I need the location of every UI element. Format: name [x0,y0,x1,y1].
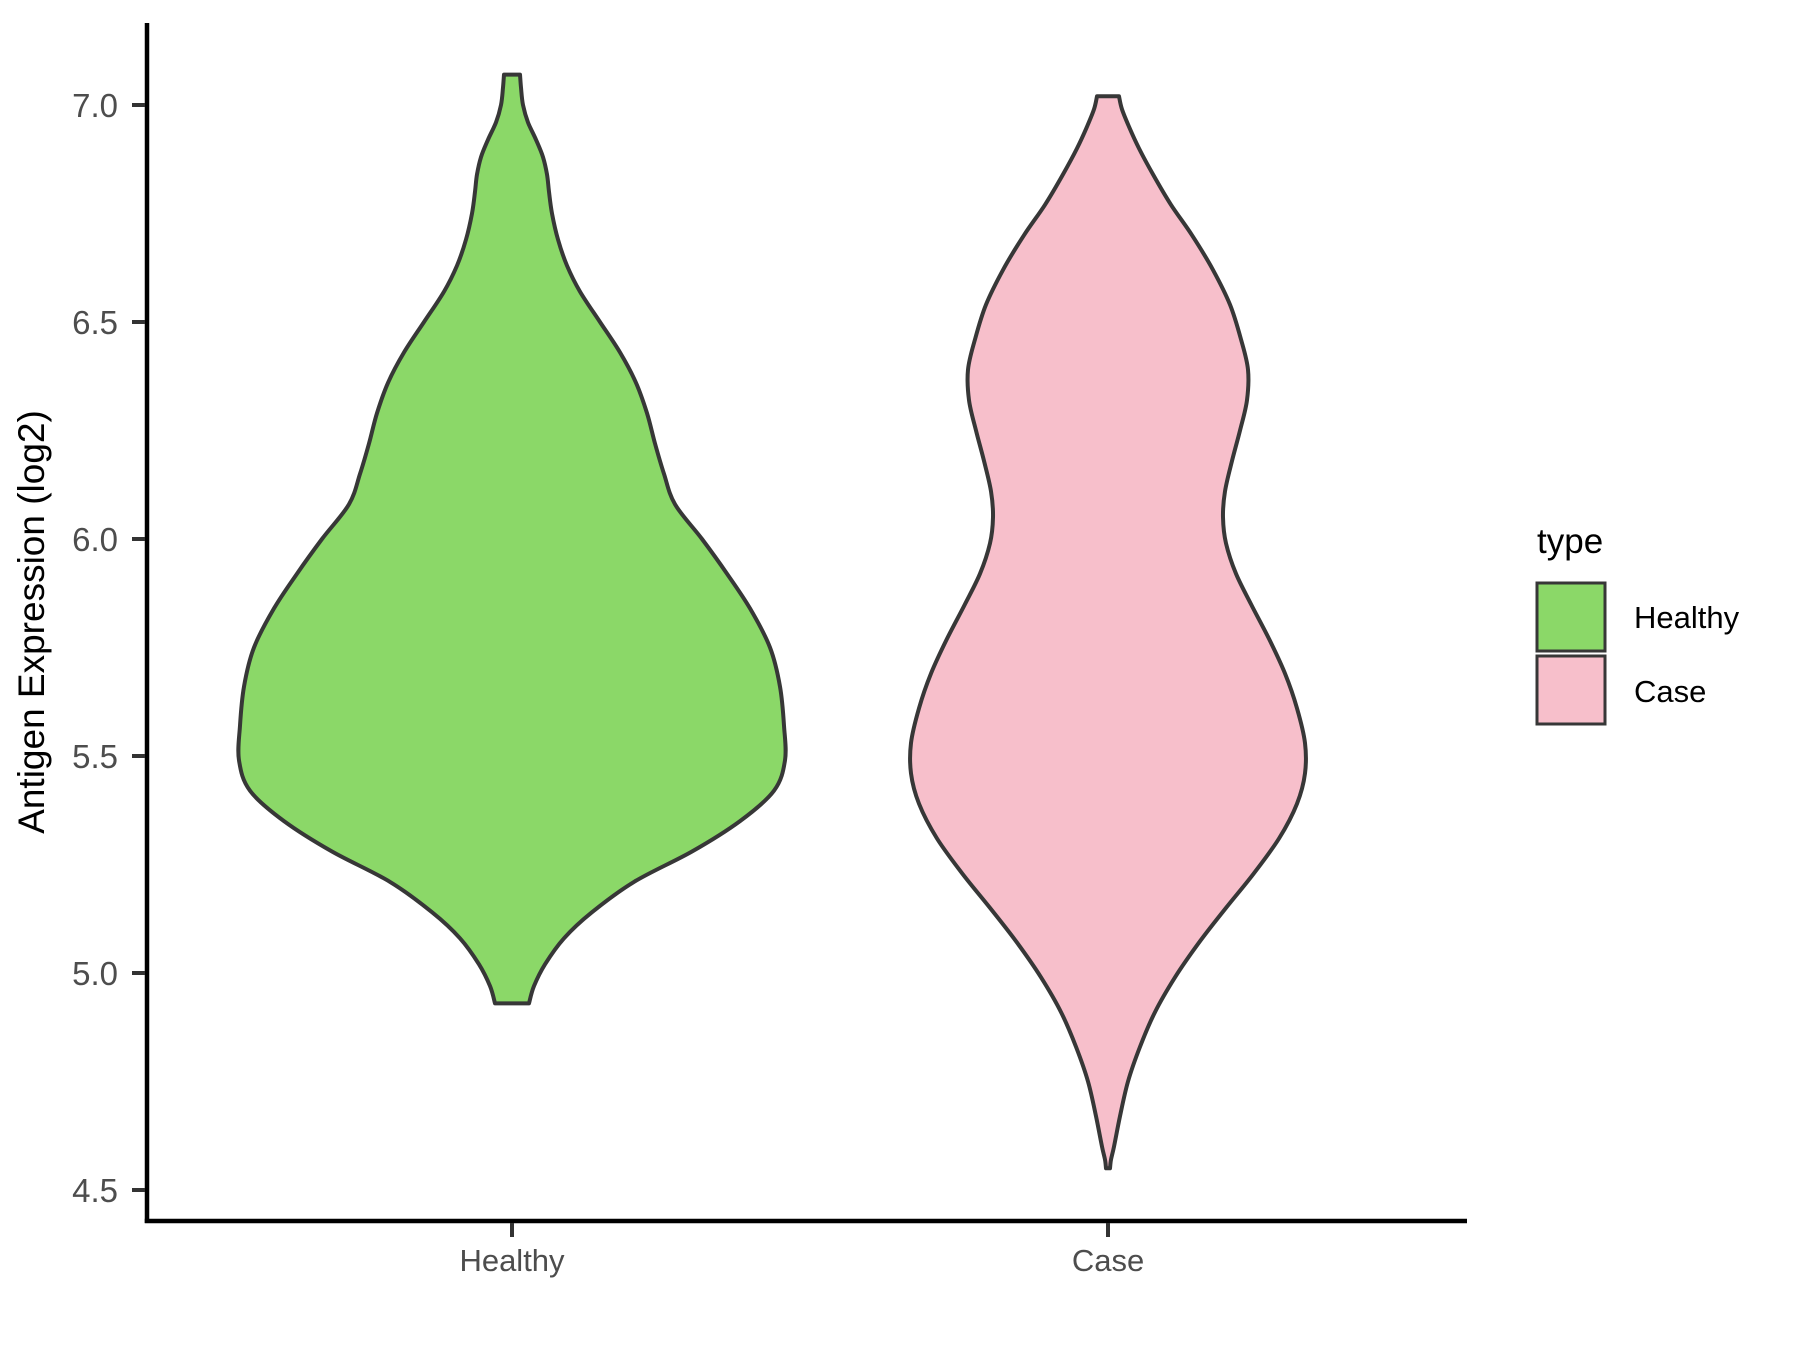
x-tick-label-case: Case [1072,1243,1144,1278]
y-tick-label: 6.0 [72,521,118,558]
y-tick-label: 4.5 [72,1172,118,1209]
violin-case [908,94,1308,1171]
y-tick-label: 5.5 [72,738,118,775]
y-tick-label: 5.0 [72,955,118,992]
x-axis: Healthy Case [144,1218,1467,1278]
legend-swatch-healthy [1535,581,1607,653]
y-tick-label: 7.0 [72,87,118,124]
legend-title: type [1537,522,1603,561]
legend-label-healthy: Healthy [1634,600,1740,635]
x-ticks-group [510,1223,1110,1237]
violin-healthy [236,72,788,1006]
y-axis: 7.0 6.5 6.0 5.5 5.0 4.5 Antigen Expression (l… [11,23,150,1223]
y-tick-label: 6.5 [72,304,118,341]
y-ticks-group: 7.0 6.5 6.0 5.5 5.0 4.5 [72,87,145,1209]
x-tick-label-healthy: Healthy [459,1243,565,1278]
legend: type Healthy Case [1535,522,1740,726]
violins-group [236,72,1308,1171]
y-axis-title: Antigen Expression (log2) [11,410,52,834]
legend-label-case: Case [1634,674,1706,709]
legend-swatch-case [1535,654,1607,726]
